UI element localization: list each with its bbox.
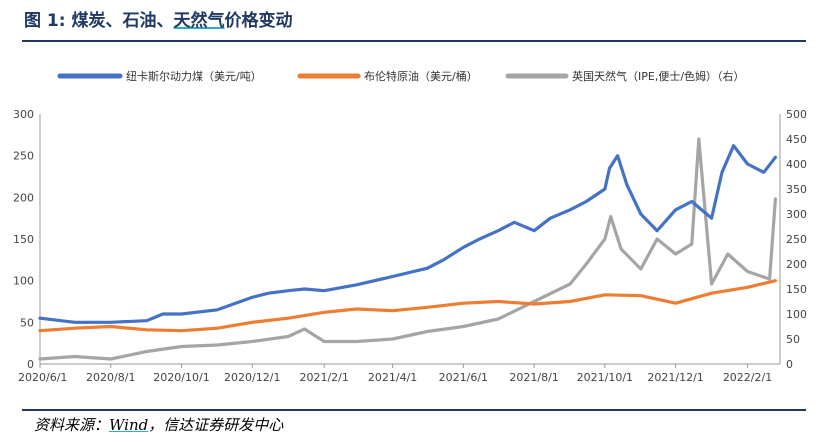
y-right-tick-label: 500 — [786, 108, 807, 121]
legend-label: 纽卡斯尔动力煤（美元/吨） — [126, 69, 262, 83]
y-left-tick-label: 250 — [13, 150, 34, 163]
legend-item-coal: 纽卡斯尔动力煤（美元/吨） — [57, 69, 262, 83]
y-left-tick-label: 300 — [13, 108, 34, 121]
y-right-tick-label: 50 — [786, 333, 800, 346]
y-right-tick-label: 350 — [786, 183, 807, 196]
x-tick-label: 2021/8/1 — [509, 371, 558, 384]
y-left-tick-label: 150 — [13, 233, 34, 246]
x-tick-label: 2020/12/1 — [224, 371, 280, 384]
x-tick-label: 2021/10/1 — [577, 371, 633, 384]
y-left-tick-label: 100 — [13, 275, 34, 288]
y-right-tick-label: 250 — [786, 233, 807, 246]
x-tick-label: 2021/6/1 — [439, 371, 488, 384]
source-note: 资料来源：Wind，信达证券研发中心 — [34, 414, 283, 435]
y-right-tick-label: 150 — [786, 283, 807, 296]
figure-title: 图 1: 煤炭、石油、天然气价格变动 — [24, 6, 292, 31]
y-left-tick-label: 0 — [27, 358, 34, 371]
oil-series-line — [38, 279, 777, 333]
title-highlight: 天然气 — [173, 11, 225, 31]
y-right-tick-label: 300 — [786, 208, 807, 221]
source-prefix: 资料来源： — [34, 416, 110, 434]
x-tick-label: 2022/2/1 — [723, 371, 772, 384]
title-prefix: 图 1: 煤炭、石油、 — [24, 11, 174, 31]
bottom-rule — [22, 409, 806, 411]
x-tick-label: 2020/8/1 — [86, 371, 135, 384]
legend-label: 英国天然气（IPE,便士/色姆）（右） — [572, 69, 745, 83]
y-right-tick-label: 450 — [786, 133, 807, 146]
y-right-tick-label: 200 — [786, 258, 807, 271]
x-tick-label: 2021/2/1 — [299, 371, 348, 384]
y-left-tick-label: 50 — [20, 316, 34, 329]
y-right-tick-label: 0 — [786, 358, 793, 371]
y-right-tick-label: 100 — [786, 308, 807, 321]
x-tick-label: 2020/6/1 — [18, 371, 67, 384]
x-tick-label: 2021/4/1 — [368, 371, 417, 384]
x-tick-label: 2021/12/1 — [647, 371, 703, 384]
title-suffix: 价格变动 — [224, 11, 293, 31]
legend-label: 布伦特原油（美元/桶） — [364, 69, 478, 83]
y-left-tick-label: 200 — [13, 191, 34, 204]
coal-series-line — [38, 144, 777, 324]
axes: 0 50 100 150 200 250 300 0 50 100 150 200 250 300 350 4… — [13, 108, 807, 384]
legend-item-gas: 英国天然气（IPE,便士/色姆）（右） — [505, 69, 745, 83]
gas-series-line — [38, 137, 777, 361]
y-right-tick-label: 400 — [786, 158, 807, 171]
legend-item-oil: 布伦特原油（美元/桶） — [297, 69, 478, 83]
series-lines — [38, 137, 777, 361]
legend: 纽卡斯尔动力煤（美元/吨） 布伦特原油（美元/桶） 英国天然气（IPE,便士/色姆）… — [57, 69, 745, 83]
top-rule — [22, 40, 806, 42]
source-wind: Wind — [109, 416, 149, 434]
source-suffix: ，信达证券研发中心 — [148, 416, 284, 434]
x-tick-label: 2020/10/1 — [153, 371, 209, 384]
